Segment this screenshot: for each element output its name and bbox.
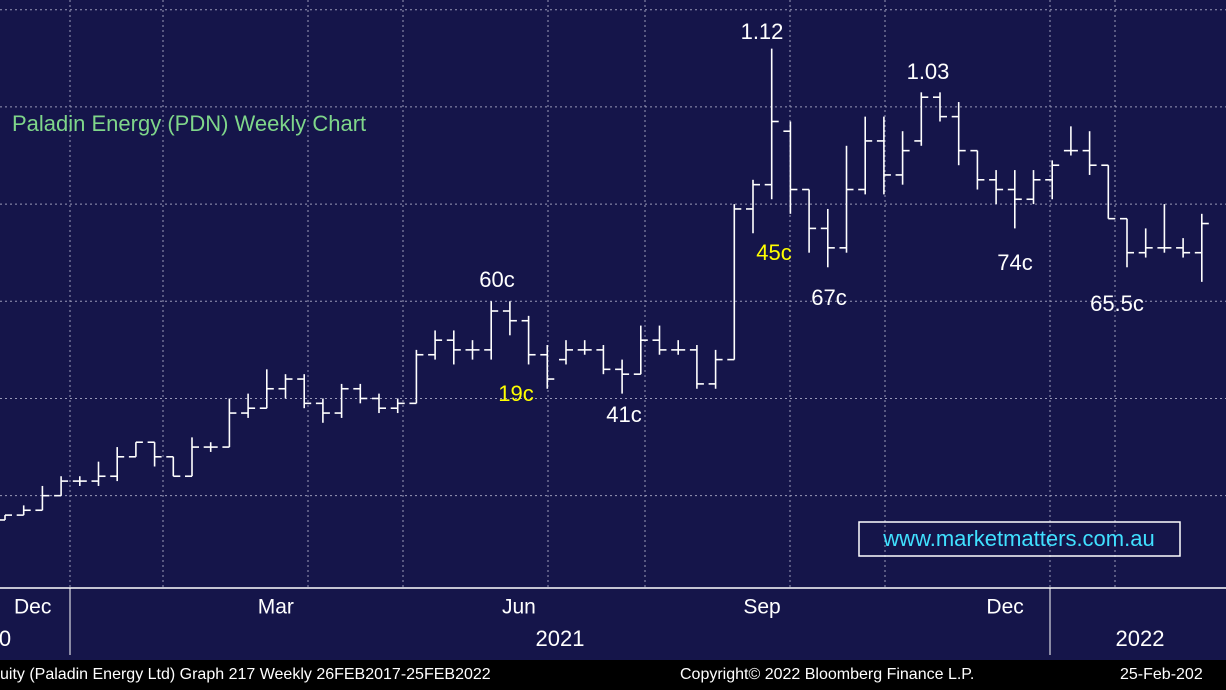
footer-center: Copyright© 2022 Bloomberg Finance L.P.	[680, 666, 974, 683]
annotation: 65.5c	[1090, 291, 1144, 316]
year-label: 2022	[1116, 626, 1165, 651]
plot-background	[0, 0, 1226, 660]
x-tick-label: Jun	[502, 596, 536, 619]
footer-background	[0, 660, 1226, 690]
annotation: 74c	[997, 250, 1032, 275]
annotation: 1.03	[907, 59, 950, 84]
vertical-grid	[69, 0, 1116, 588]
watermark-box	[858, 521, 1181, 557]
footer-left: uity (Paladin Energy Ltd) Graph 217 Week…	[0, 666, 491, 683]
year-label: 2021	[536, 626, 585, 651]
chart-title: Paladin Energy (PDN) Weekly Chart	[12, 111, 366, 136]
x-tick-label: Dec	[14, 596, 51, 619]
watermark: www.marketmatters.com.au	[882, 526, 1154, 551]
annotation: 45c	[756, 240, 791, 265]
year-label: 0	[0, 626, 11, 651]
x-tick-label: Sep	[743, 596, 780, 619]
annotation: 67c	[811, 285, 846, 310]
annotation: 1.12	[741, 19, 784, 44]
annotation: 19c	[498, 381, 533, 406]
x-tick-label: Mar	[258, 596, 294, 619]
annotation: 60c	[479, 267, 514, 292]
footer-right: 25-Feb-202	[1120, 666, 1203, 683]
x-tick-label: Dec	[986, 596, 1023, 619]
annotation: 41c	[606, 402, 641, 427]
